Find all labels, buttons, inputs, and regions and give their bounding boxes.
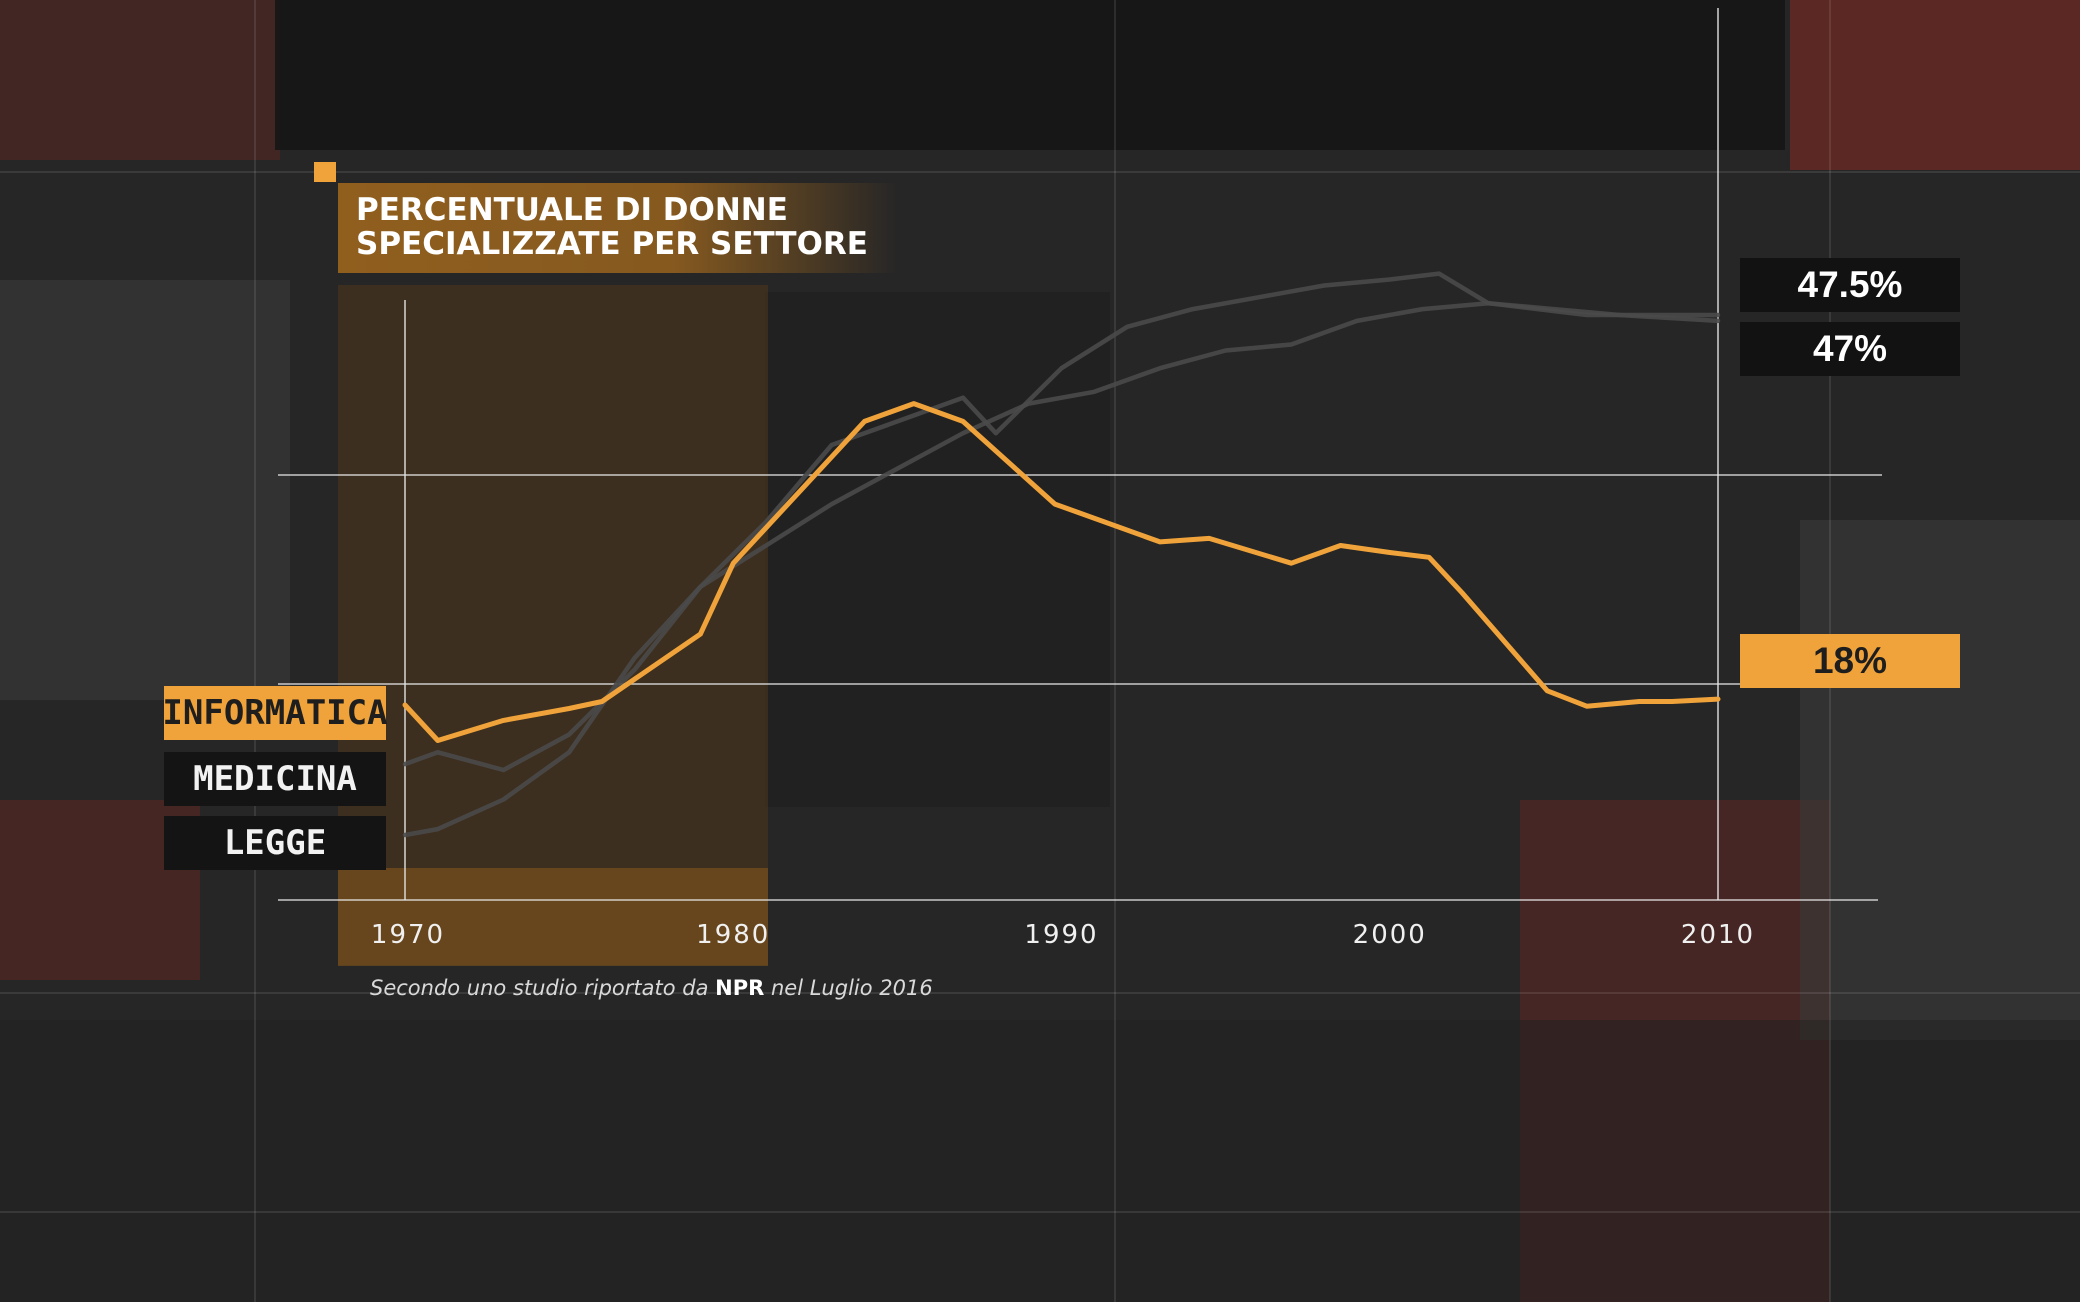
chart-title-line-1: PERCENTUALE DI DONNE (356, 193, 956, 227)
x-tick-label: 1990 (1024, 920, 1098, 950)
end-value-legge: 47% (1740, 322, 1960, 376)
series-label-medicina: MEDICINA (164, 752, 386, 806)
x-tick-label: 2000 (1353, 920, 1427, 950)
x-tick-label: 1970 (371, 920, 445, 950)
x-tick-label: 1980 (696, 920, 770, 950)
footnote-prefix: Secondo uno studio riportato da (370, 976, 708, 1000)
series-label-legge: LEGGE (164, 816, 386, 870)
chart-title-line-2: SPECIALIZZATE PER SETTORE (356, 227, 956, 261)
series-line-informatica (405, 404, 1718, 741)
chart-title: PERCENTUALE DI DONNE SPECIALIZZATE PER S… (356, 193, 956, 261)
source-footnote: Secondo uno studio riportato da NPR nel … (370, 976, 933, 1000)
title-marker (314, 162, 336, 182)
series-label-informatica: INFORMATICA (164, 686, 386, 740)
end-value-informatica: 18% (1740, 634, 1960, 688)
series-line-legge (405, 303, 1718, 835)
footnote-suffix: nel Luglio 2016 (771, 976, 933, 1000)
end-value-medicina: 47.5% (1740, 258, 1960, 312)
series-line-medicina (405, 274, 1718, 770)
footnote-source: NPR (715, 976, 764, 1000)
x-tick-label: 2010 (1681, 920, 1755, 950)
